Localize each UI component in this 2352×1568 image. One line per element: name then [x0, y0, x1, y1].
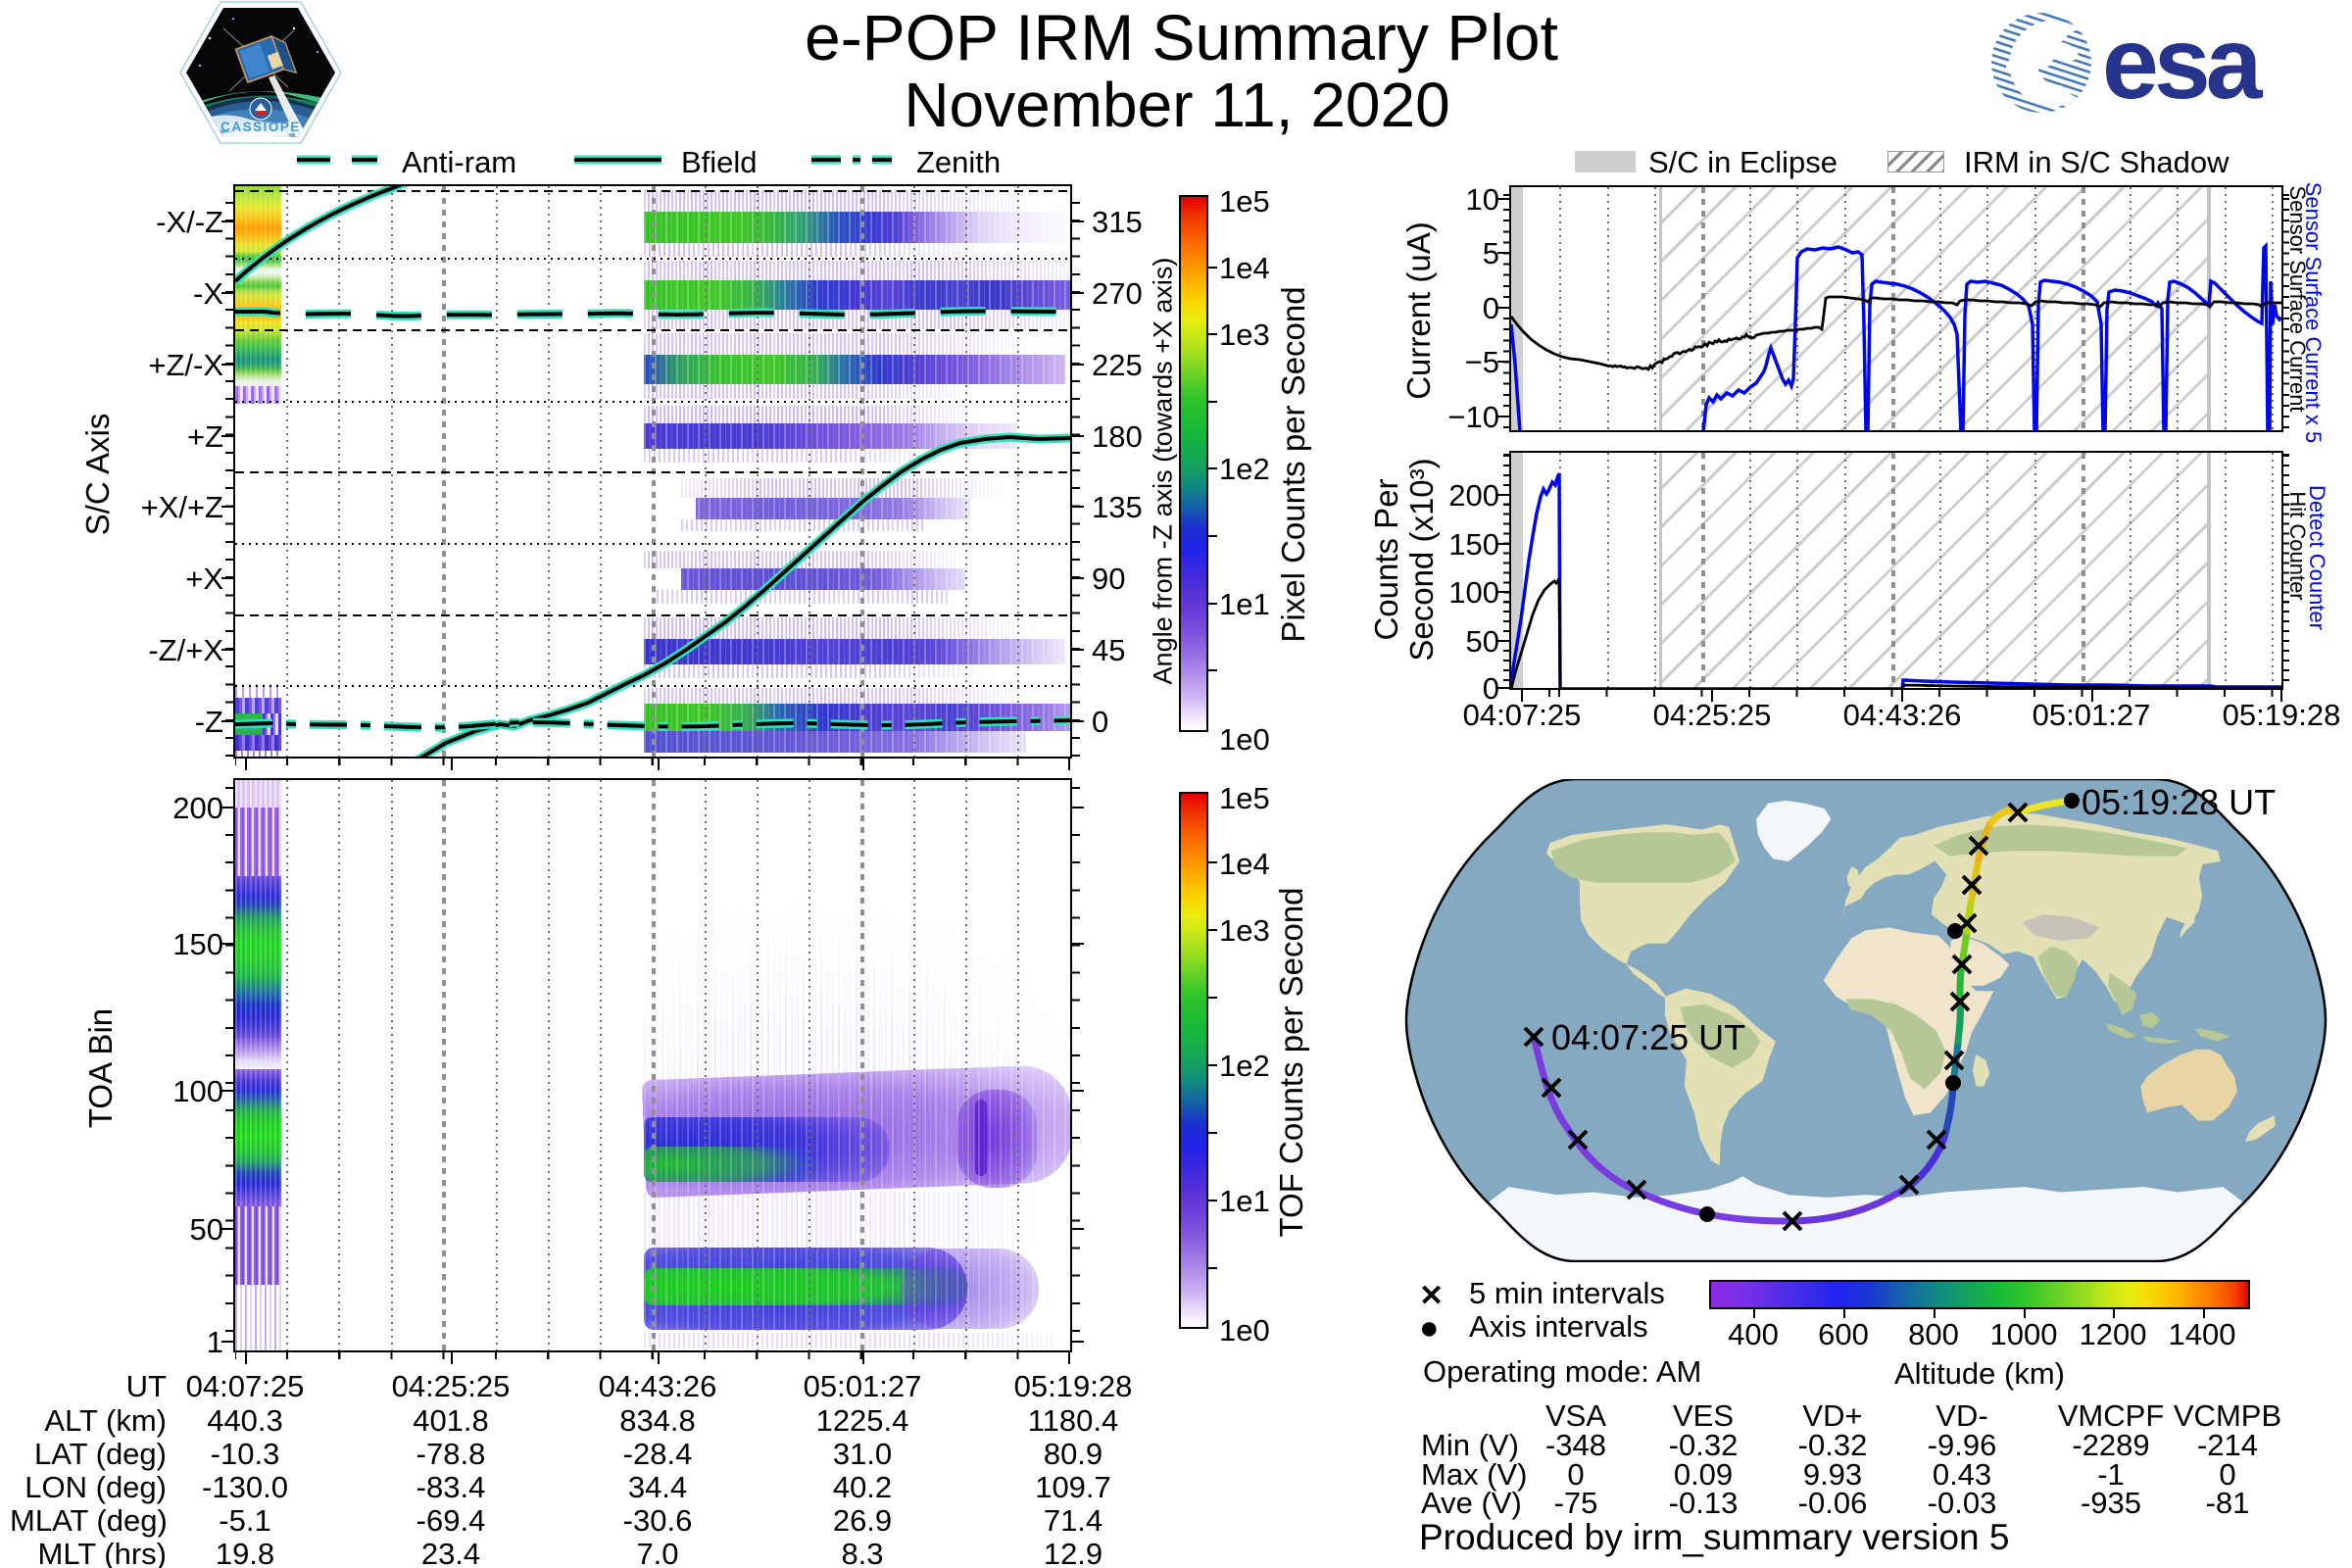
svg-text:esa: esa — [2102, 8, 2264, 121]
svg-text:CASSIOPE: CASSIOPE — [220, 120, 301, 134]
